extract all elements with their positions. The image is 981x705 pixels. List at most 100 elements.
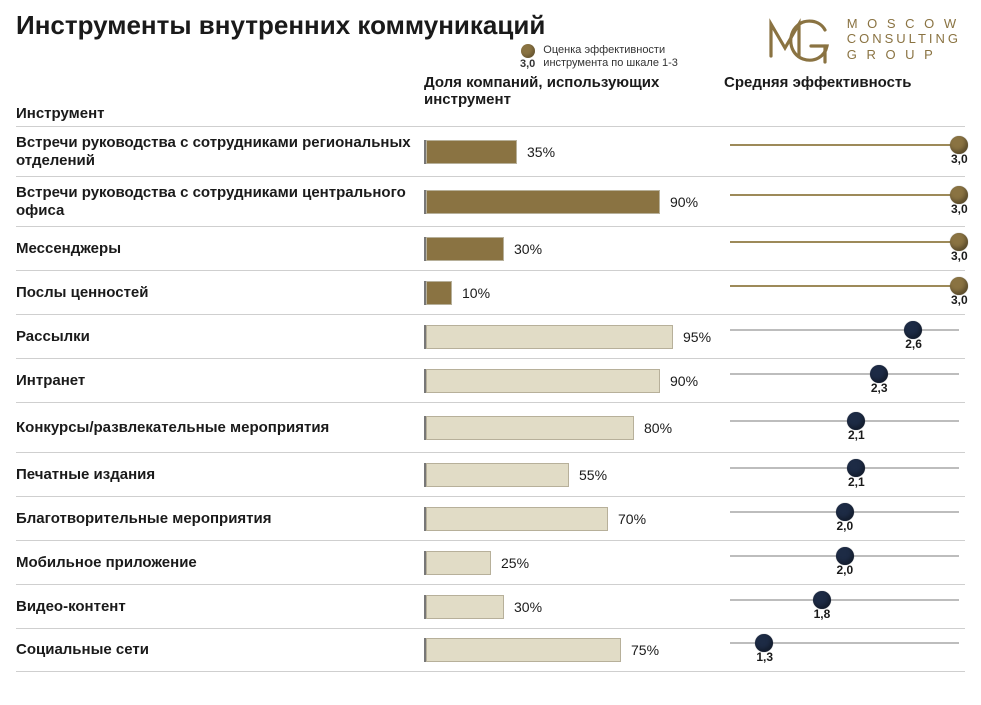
effectiveness-cell: 2,0 [724,549,965,577]
bar-cell: 80% [424,416,724,440]
track-line [730,599,959,601]
effectiveness-value: 2,6 [905,337,922,351]
row-label: Мессенджеры [16,240,424,258]
table-row: Печатные издания 55% 2,1 [16,452,965,496]
effectiveness-cell: 3,0 [724,138,965,166]
effectiveness-value: 2,0 [837,563,854,577]
bar-cell: 95% [424,325,724,349]
row-label: Видео-контент [16,598,424,616]
track-line [730,194,959,196]
bar-cell: 75% [424,638,724,662]
track-line [730,373,959,375]
table-row: Встречи руководства с сотрудниками регио… [16,126,965,176]
track-line [730,285,959,287]
bar-cell: 55% [424,463,724,487]
effectiveness-cell: 1,3 [724,636,965,664]
bar-value: 30% [514,599,542,615]
bar [426,281,452,305]
bar [426,551,491,575]
effectiveness-value: 2,1 [848,428,865,442]
table-row: Благотворительные мероприятия70% 2,0 [16,496,965,540]
effectiveness-dot [904,321,922,339]
row-label: Благотворительные мероприятия [16,510,424,528]
bar [426,416,634,440]
logo-line1: M O S C O W [847,16,961,32]
page-title: Инструменты внутренних коммуникаций [16,10,545,41]
logo-text: M O S C O W CONSULTING G R O U P [847,16,961,63]
effectiveness-dot [847,459,865,477]
effectiveness-value: 3,0 [951,202,968,216]
header-share: Доля компаний, использующих инструмент [424,74,724,126]
row-label: Печатные издания [16,466,424,484]
bar-value: 55% [579,467,607,483]
data-table: Встречи руководства с сотрудниками регио… [16,126,965,672]
effectiveness-cell: 3,0 [724,279,965,307]
column-headers: Инструмент Доля компаний, использующих и… [16,74,965,126]
logo-mark [765,12,835,66]
effectiveness-dot [950,233,968,251]
bar-value: 25% [501,555,529,571]
table-row: Интранет90%2,3 [16,358,965,402]
bar [426,237,504,261]
slider-track [730,367,959,381]
table-row: Конкурсы/развлекательные мероприятия80%2… [16,402,965,452]
legend-value: 3,0 [520,58,535,70]
bar [426,463,569,487]
effectiveness-value: 1,3 [756,650,773,664]
bar-value: 10% [462,285,490,301]
effectiveness-dot [836,547,854,565]
bar-cell: 90% [424,190,724,214]
effectiveness-dot [813,591,831,609]
row-label: Мобильное приложение [16,554,424,572]
legend-text: Оценка эффективности инструмента по шкал… [543,44,703,69]
row-label: Послы ценностей [16,284,424,302]
bar-cell: 90% [424,369,724,393]
track-line [730,144,959,146]
effectiveness-dot [870,365,888,383]
bar-cell: 25% [424,551,724,575]
table-row: Мессенджеры 30% 3,0 [16,226,965,270]
slider-track [730,461,959,475]
effectiveness-cell: 2,0 [724,505,965,533]
bar-value: 80% [644,420,672,436]
bar-cell: 70% [424,507,724,531]
bar [426,140,517,164]
legend: 3,0 Оценка эффективности инструмента по … [520,44,703,70]
effectiveness-cell: 2,1 [724,414,965,442]
bar [426,638,621,662]
bar-value: 95% [683,329,711,345]
track-line [730,467,959,469]
effectiveness-dot [950,186,968,204]
header-effectiveness: Средняя эффективность [724,74,965,126]
row-label: Социальные сети [16,641,424,659]
bar-cell: 10% [424,281,724,305]
legend-dot-icon [521,44,535,58]
row-label: Встречи руководства с сотрудниками центр… [16,184,424,220]
effectiveness-dot [950,277,968,295]
bar-value: 35% [527,144,555,160]
effectiveness-cell: 2,6 [724,323,965,351]
header-instrument: Инструмент [16,74,424,126]
bar [426,369,660,393]
effectiveness-cell: 2,3 [724,367,965,395]
slider-track [730,414,959,428]
slider-track [730,593,959,607]
bar-value: 30% [514,241,542,257]
table-row: Встречи руководства с сотрудниками центр… [16,176,965,226]
slider-track [730,138,959,152]
effectiveness-dot [755,634,773,652]
slider-track [730,636,959,650]
slider-track [730,323,959,337]
bar-value: 90% [670,373,698,389]
slider-track [730,549,959,563]
table-row: Послы ценностей 10% 3,0 [16,270,965,314]
effectiveness-value: 3,0 [951,293,968,307]
effectiveness-value: 3,0 [951,249,968,263]
logo-line2: CONSULTING [847,31,961,47]
bar-value: 75% [631,642,659,658]
effectiveness-cell: 1,8 [724,593,965,621]
effectiveness-value: 2,1 [848,475,865,489]
effectiveness-value: 2,0 [837,519,854,533]
row-label: Встречи руководства с сотрудниками регио… [16,134,424,170]
track-line [730,241,959,243]
